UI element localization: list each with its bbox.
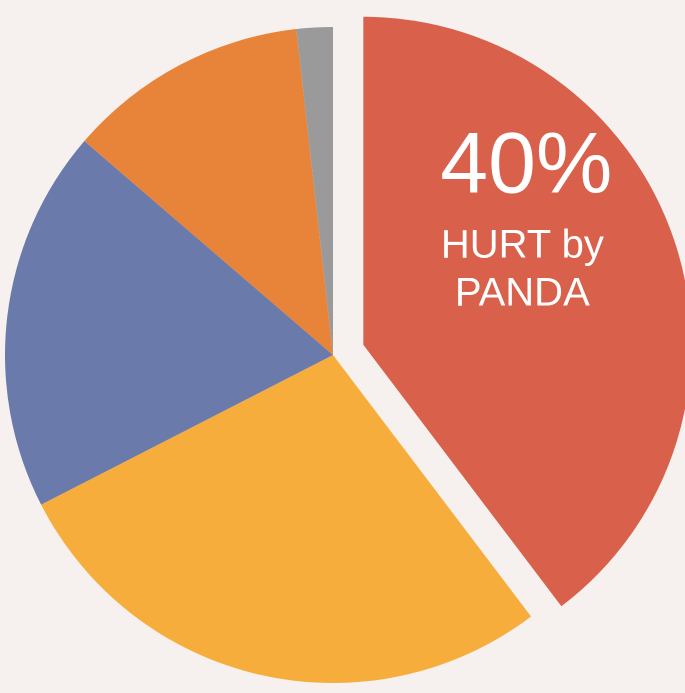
pie-slice-5 (296, 27, 333, 355)
slice-caption-line-2: PANDA (455, 270, 590, 314)
pie-slice-1 (363, 16, 685, 607)
pie-slice-2 (41, 355, 532, 683)
pie-slice-3 (5, 141, 334, 505)
slice-percentage-label: 40% (440, 115, 612, 211)
slice-caption-line-1: HURT by (441, 222, 604, 266)
pie-slice-4 (84, 29, 333, 355)
